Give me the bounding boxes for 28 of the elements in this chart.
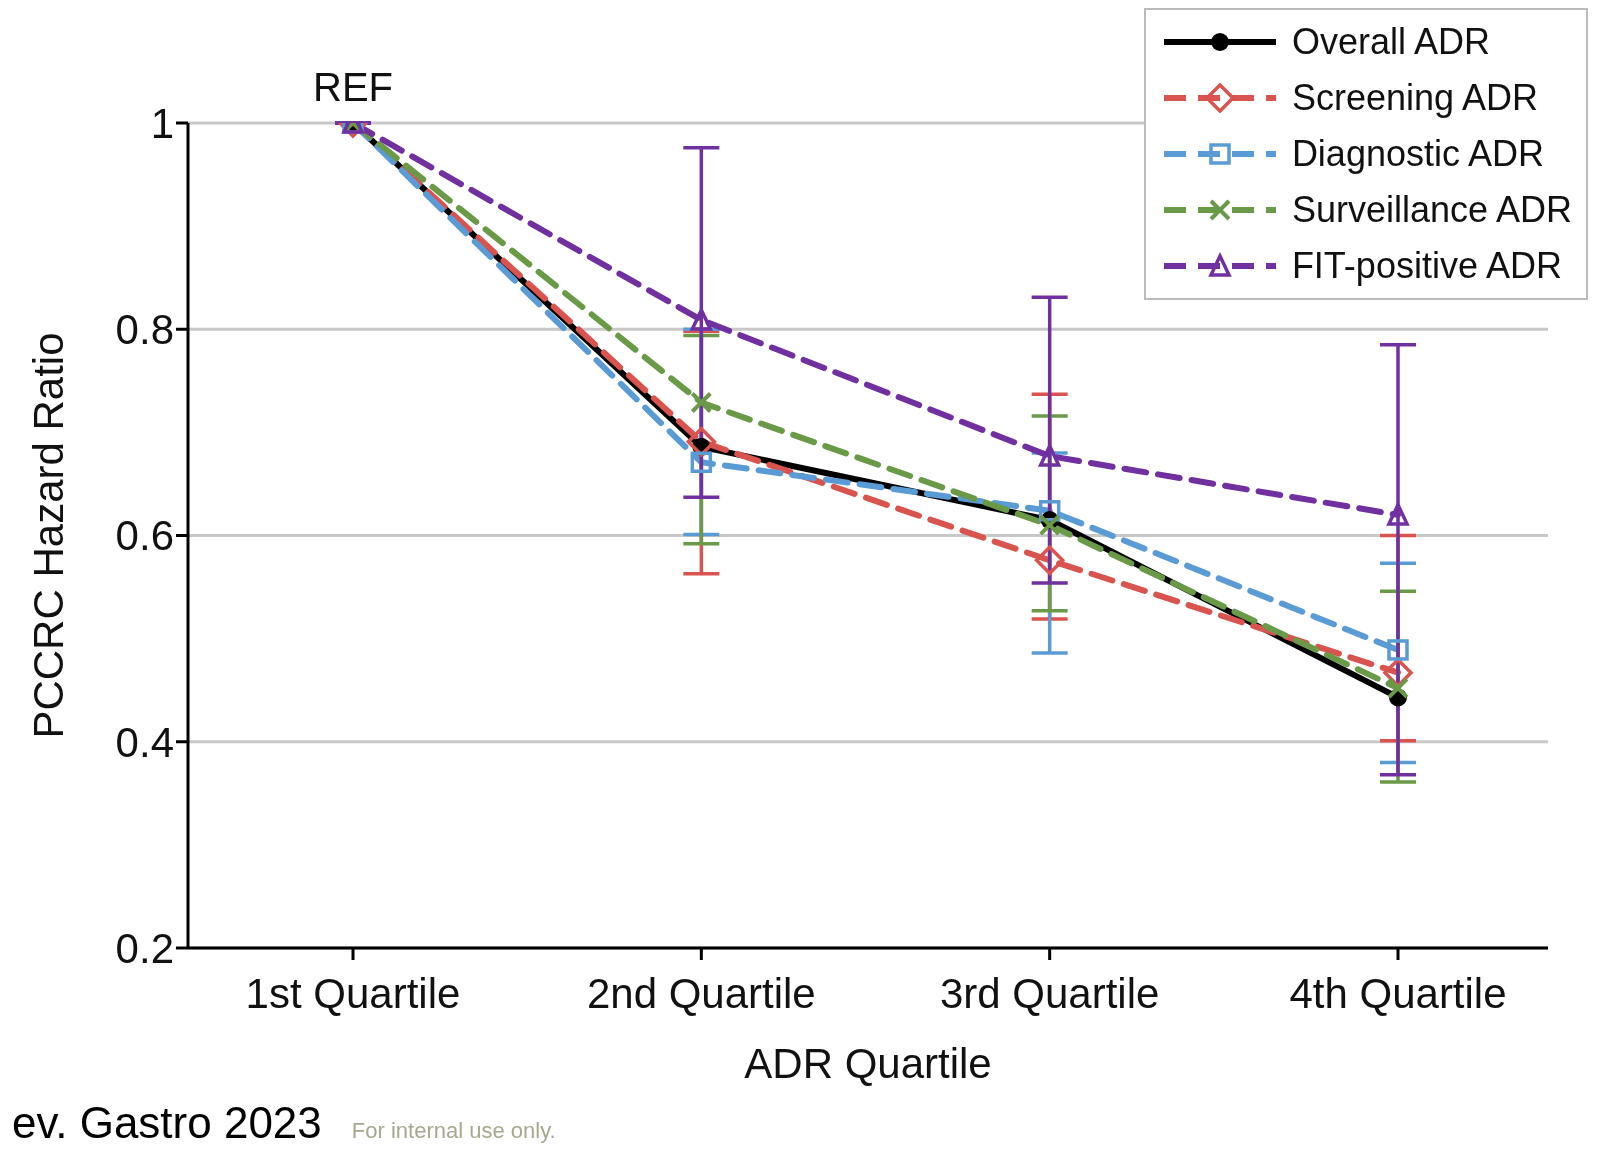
y-axis-title: PCCRC Hazard Ratio <box>24 332 72 739</box>
y-tick-label: 1 <box>150 99 174 147</box>
point <box>1038 444 1061 467</box>
legend-label: Diagnostic ADR <box>1291 132 1544 176</box>
legend-label: Overall ADR <box>1291 20 1490 64</box>
annotation: REF <box>313 65 393 109</box>
legend-label: Screening ADR <box>1291 76 1539 120</box>
x-tick-label: 3rd Quartile <box>939 969 1160 1017</box>
x-tick-label: 1st Quartile <box>245 969 461 1017</box>
y-tick-label: 0.8 <box>115 306 174 354</box>
point <box>1387 503 1409 526</box>
point <box>1034 545 1065 575</box>
point <box>1387 639 1409 661</box>
legend-label: FIT-positive ADR <box>1291 244 1562 288</box>
x-axis-title: ADR Quartile <box>744 1040 992 1087</box>
y-tick-label: 0.6 <box>115 512 174 560</box>
x-tick-label: 4th Quartile <box>1289 969 1507 1017</box>
y-tick-label: 0.2 <box>115 924 174 972</box>
point <box>1038 514 1061 537</box>
x-tick-label: 2nd Quartile <box>586 969 816 1017</box>
point <box>686 426 717 457</box>
text: ev. Gastro 2023 <box>12 1098 322 1148</box>
point <box>690 451 713 474</box>
y-tick-label: 0.4 <box>115 718 174 766</box>
legend-label: Surveillance ADR <box>1291 188 1572 232</box>
point <box>1387 677 1409 700</box>
text: For internal use only. <box>351 1118 556 1144</box>
point <box>690 391 713 414</box>
